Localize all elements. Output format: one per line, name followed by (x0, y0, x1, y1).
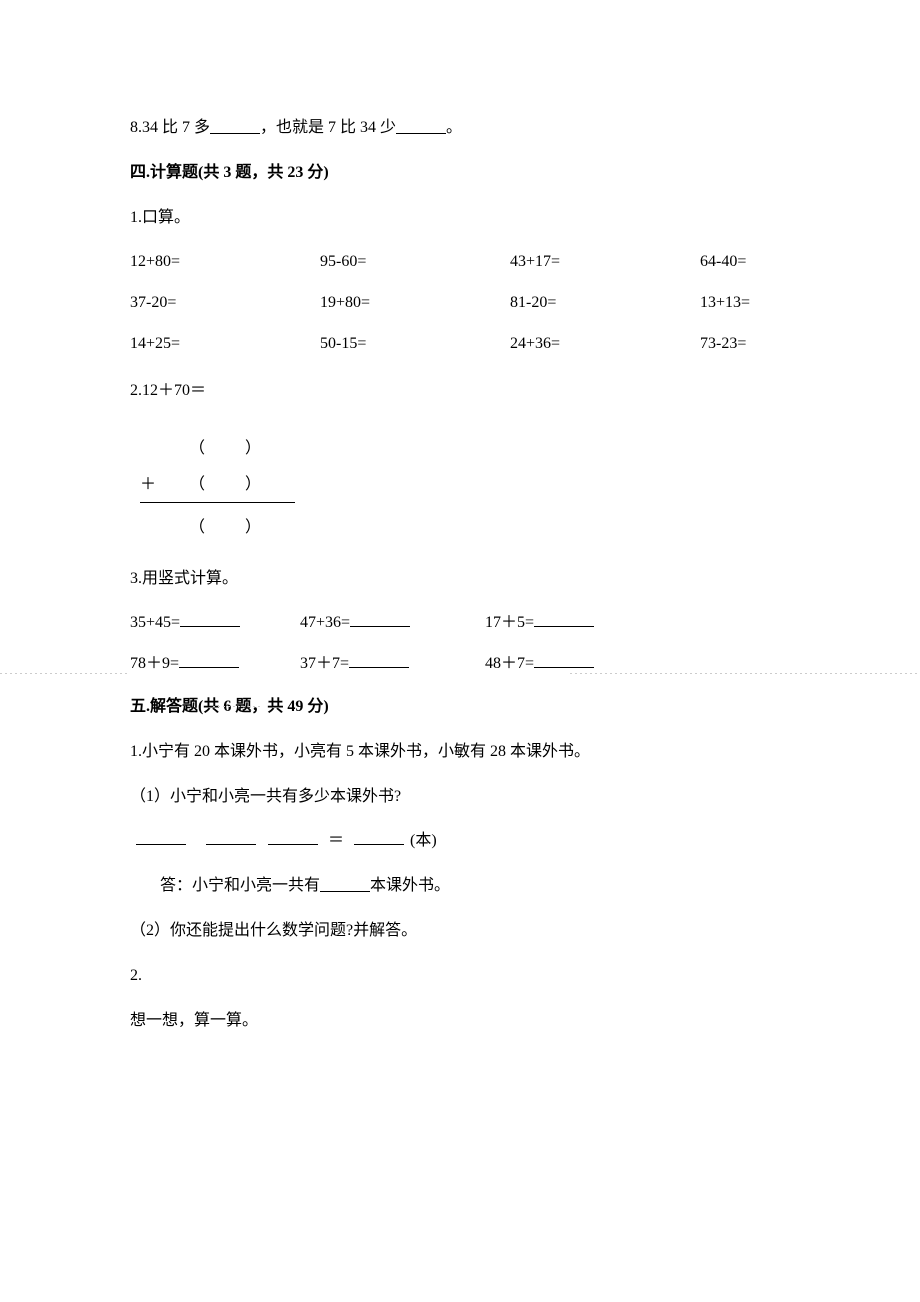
answer-blank[interactable] (180, 609, 240, 627)
plus-op: ＋ (140, 470, 160, 494)
calc-cell: 19+80= (320, 285, 510, 322)
q8-suffix: 。 (446, 119, 462, 136)
eq-suffix: (本) (410, 832, 437, 849)
section-5-header: 五.解答题(共 6 题，共 49 分) (130, 689, 790, 726)
ans-suffix: 本课外书。 (370, 877, 450, 894)
calc-cell: 35+45= (130, 605, 300, 642)
calc-cell: 14+25= (130, 326, 320, 363)
q5-2-text: 想一想，算一算。 (130, 1003, 790, 1040)
q5-1-sub1: （1）小宁和小亮一共有多少本课外书? (130, 779, 790, 816)
calc-cell: 78＋9= (130, 646, 300, 683)
ans-prefix: 答：小宁和小亮一共有 (160, 877, 320, 894)
eq-blank[interactable] (354, 831, 404, 845)
calc-cell: 43+17= (510, 244, 700, 281)
calc-cell: 17＋5= (485, 605, 665, 642)
paren-field[interactable]: （ ） (160, 470, 290, 494)
answer-blank[interactable] (534, 650, 594, 668)
answer-line: 答：小宁和小亮一共有 本课外书。 (130, 868, 790, 905)
answer-blank[interactable] (350, 609, 410, 627)
answer-blank[interactable] (534, 609, 594, 627)
calc-row: 12+80= 95-60= 43+17= 64-40= (130, 244, 790, 281)
blank-field[interactable] (210, 116, 260, 134)
calc-cell: 37＋7= (300, 646, 485, 683)
calc-cell: 64-40= (700, 244, 790, 281)
answer-blank[interactable] (349, 650, 409, 668)
vertical-row: （ ） (140, 507, 790, 543)
q8-prefix: 8.34 比 7 多 (130, 119, 210, 136)
q4-2-title: 2.12＋70＝ (130, 373, 790, 410)
paren-field[interactable]: （ ） (160, 513, 290, 537)
q5-2-title: 2. (130, 958, 790, 995)
answer-blank[interactable] (320, 874, 370, 892)
calc-cell: 81-20= (510, 285, 700, 322)
calc-cell: 73-23= (700, 326, 790, 363)
calc-row: 35+45= 47+36= 17＋5= (130, 605, 790, 642)
dotted-divider (570, 673, 920, 674)
q5-1-title: 1.小宁有 20 本课外书，小亮有 5 本课外书，小敏有 28 本课外书。 (130, 734, 790, 771)
calc-cell: 13+13= (700, 285, 790, 322)
dotted-divider (213, 706, 261, 707)
answer-blank[interactable] (179, 650, 239, 668)
vertical-row: （ ） (140, 428, 790, 464)
eq-blank[interactable] (206, 831, 256, 845)
horizontal-rule (140, 502, 295, 503)
calc-cell: 24+36= (510, 326, 700, 363)
vertical-addition: （ ） ＋ （ ） （ ） (140, 428, 790, 543)
paren-field[interactable]: （ ） (160, 434, 290, 458)
calc-cell: 48＋7= (485, 646, 665, 683)
dotted-divider (0, 673, 128, 674)
calc-cell: 37-20= (130, 285, 320, 322)
calc-cell: 95-60= (320, 244, 510, 281)
calc-row: 37-20= 19+80= 81-20= 13+13= (130, 285, 790, 322)
eq-blank[interactable] (136, 831, 186, 845)
calc-row: 14+25= 50-15= 24+36= 73-23= (130, 326, 790, 363)
q4-1-title: 1.口算。 (130, 200, 790, 237)
vertical-row: ＋ （ ） (140, 464, 790, 500)
question-8: 8.34 比 7 多 ，也就是 7 比 34 少 。 (130, 110, 790, 147)
blank-field[interactable] (396, 116, 446, 134)
q8-mid: ，也就是 7 比 34 少 (260, 119, 396, 136)
q5-1-sub2: （2）你还能提出什么数学问题?并解答。 (130, 913, 790, 950)
eq-sign: ＝ (324, 832, 348, 849)
eq-blank[interactable] (268, 831, 318, 845)
calc-row: 78＋9= 37＋7= 48＋7= (130, 646, 790, 683)
calc-cell: 12+80= (130, 244, 320, 281)
calc-cell: 47+36= (300, 605, 485, 642)
section-4-header: 四.计算题(共 3 题，共 23 分) (130, 155, 790, 192)
q4-3-title: 3.用竖式计算。 (130, 561, 790, 598)
equation-line: ＝ (本) (130, 823, 790, 860)
calc-cell: 50-15= (320, 326, 510, 363)
